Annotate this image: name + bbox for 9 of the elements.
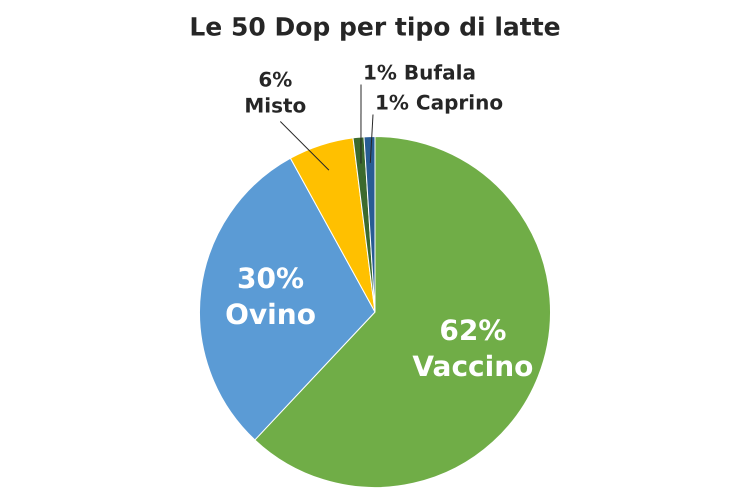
data-label: 6% [258, 68, 292, 92]
slice-label: Misto [244, 94, 306, 118]
slice-label: Ovino [225, 298, 316, 332]
slice-label: 1% Bufala [363, 60, 476, 85]
slice-label: Vaccino [412, 350, 534, 384]
chart-title: Le 50 Dop per tipo di latte [189, 12, 561, 42]
slice-label: 1% Caprino [375, 90, 504, 115]
data-label: 30% [237, 262, 304, 296]
data-label: 62% [439, 314, 506, 348]
